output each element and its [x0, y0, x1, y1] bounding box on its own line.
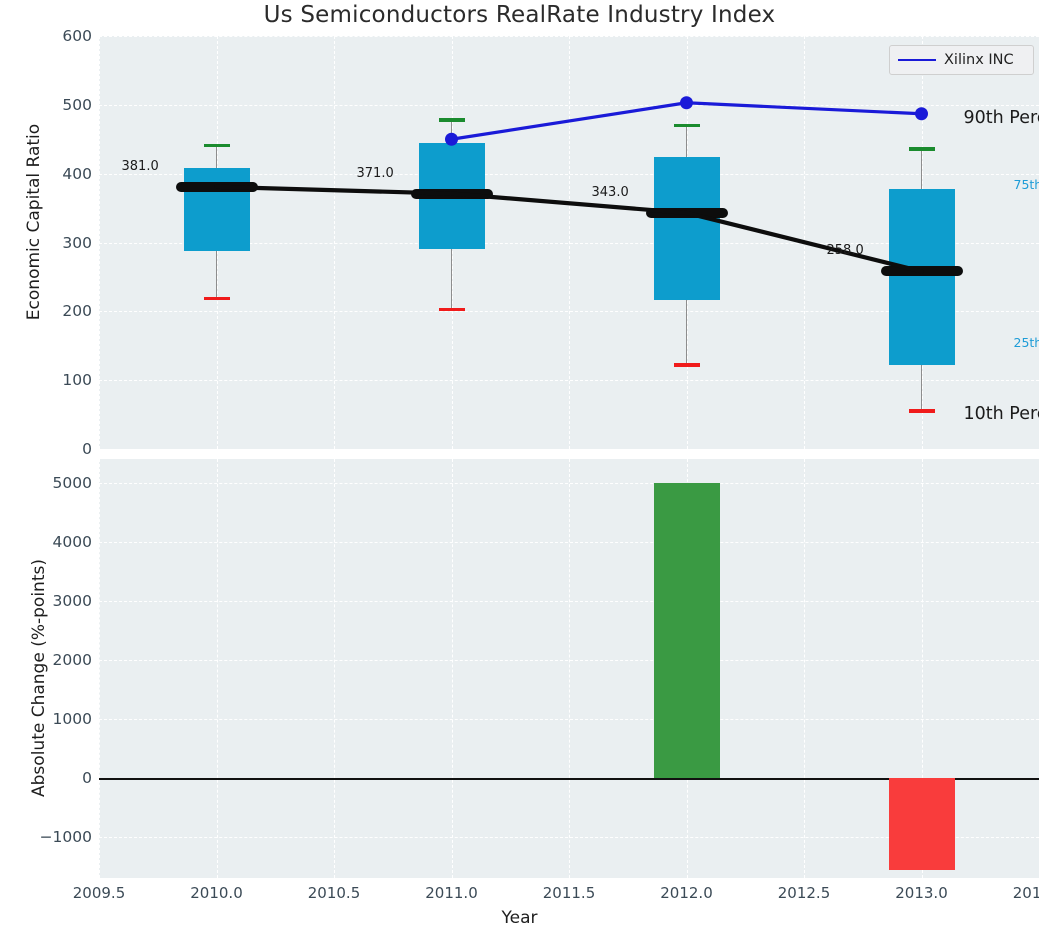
y-tick-label-top: 500: [0, 96, 92, 114]
median-marker: [646, 208, 728, 218]
top-panel-boxplot: [99, 36, 1039, 449]
whisker-cap-p90: [674, 124, 700, 127]
annotation-p10: 10th Percentile: [964, 404, 1039, 424]
x-axis-label: Year: [0, 908, 1039, 928]
gridline-vertical: [99, 459, 100, 878]
y-tick-label-top: 200: [0, 302, 92, 320]
median-value-label: 343.0: [592, 185, 629, 200]
whisker-cap-p10: [674, 363, 700, 366]
x-tick-label: 2013.5: [979, 884, 1039, 902]
annotation-p25: 25th Percentile: [1014, 335, 1039, 350]
x-tick-label: 2010.5: [274, 884, 394, 902]
median-value-label: 381.0: [122, 159, 159, 174]
x-tick-label: 2011.0: [392, 884, 512, 902]
gridline-vertical: [334, 459, 335, 878]
y-tick-label-bottom: −1000: [0, 828, 92, 846]
x-tick-label: 2009.5: [39, 884, 159, 902]
x-tick-label: 2011.5: [509, 884, 629, 902]
whisker-cap-p10: [439, 308, 465, 311]
legend[interactable]: Xilinx INC: [889, 45, 1034, 75]
y-tick-label-bottom: 3000: [0, 592, 92, 610]
change-bar: [889, 778, 955, 870]
median-value-label: 258.0: [827, 243, 864, 258]
y-tick-label-bottom: 1000: [0, 710, 92, 728]
y-tick-label-top: 400: [0, 165, 92, 183]
median-marker: [881, 266, 963, 276]
x-tick-label: 2012.5: [744, 884, 864, 902]
annotation-p75: 75th Percentile: [1014, 177, 1039, 192]
y-tick-label-bottom: 5000: [0, 474, 92, 492]
x-tick-label: 2013.0: [862, 884, 982, 902]
whisker-cap-p10: [909, 409, 935, 412]
median-marker: [411, 189, 493, 199]
y-tick-label-top: 300: [0, 234, 92, 252]
x-tick-label: 2012.0: [627, 884, 747, 902]
whisker-cap-p90: [909, 147, 935, 150]
y-tick-label-bottom: 4000: [0, 533, 92, 551]
whisker-cap-p90: [204, 144, 230, 147]
y-tick-label-top: 600: [0, 27, 92, 45]
gridline-vertical: [334, 36, 335, 449]
whisker-cap-p90: [439, 118, 465, 121]
whisker-cap-p10: [204, 297, 230, 300]
y-tick-label-bottom: 0: [0, 769, 92, 787]
gridline-vertical: [99, 36, 100, 449]
chart-root: Us Semiconductors RealRate Industry Inde…: [0, 0, 1039, 942]
gridline-vertical: [569, 36, 570, 449]
median-value-label: 371.0: [357, 166, 394, 181]
gridline-vertical: [569, 459, 570, 878]
box-iqr: [889, 189, 955, 365]
gridline-vertical: [452, 459, 453, 878]
change-bar: [654, 483, 720, 778]
median-marker: [176, 182, 258, 192]
gridline-vertical: [217, 459, 218, 878]
box-iqr: [654, 157, 720, 299]
chart-title: Us Semiconductors RealRate Industry Inde…: [0, 2, 1039, 28]
legend-label-xilinx: Xilinx INC: [944, 52, 1014, 68]
y-tick-label-bottom: 2000: [0, 651, 92, 669]
y-tick-label-top: 100: [0, 371, 92, 389]
box-iqr: [184, 168, 250, 251]
annotation-p90: 90th Percentile: [964, 108, 1039, 128]
gridline-vertical: [804, 36, 805, 449]
gridline-vertical: [804, 459, 805, 878]
bottom-panel-change-bars: [99, 459, 1039, 878]
x-tick-label: 2010.0: [157, 884, 277, 902]
legend-line-icon: [898, 59, 936, 61]
y-tick-label-top: 0: [0, 440, 92, 458]
